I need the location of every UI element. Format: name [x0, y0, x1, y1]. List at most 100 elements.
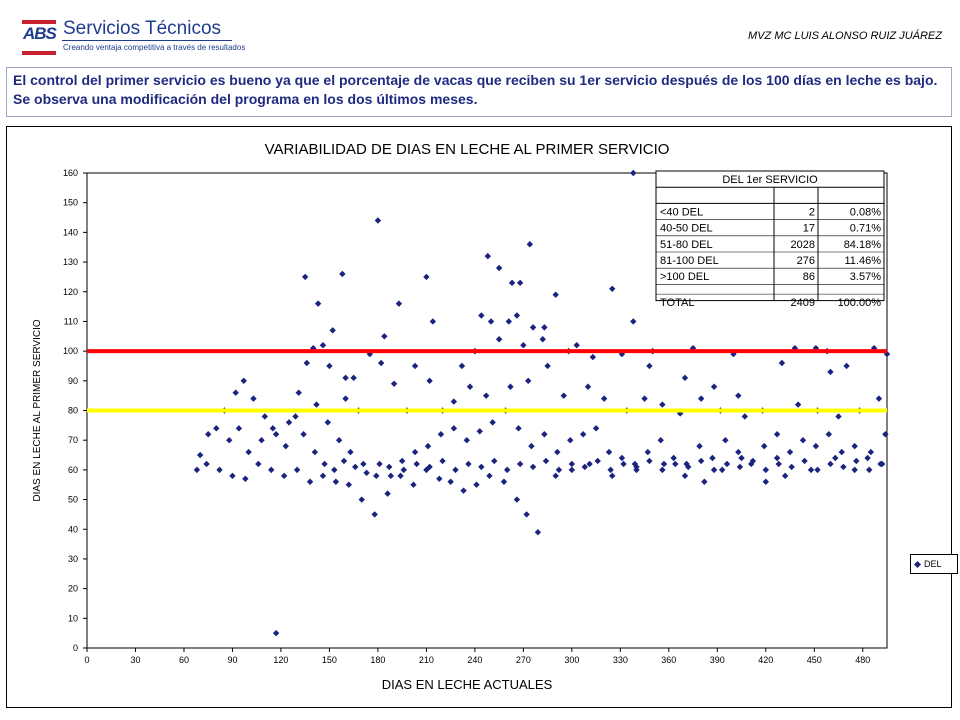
table-row-label: 81-100 DEL — [660, 255, 719, 267]
y-tick-label: 110 — [64, 316, 78, 326]
y-tick-label: 100 — [63, 346, 78, 356]
data-point — [306, 478, 314, 485]
data-point — [709, 454, 716, 462]
data-point — [423, 273, 430, 281]
data-point — [882, 431, 889, 438]
data-point — [450, 425, 458, 432]
data-point — [592, 425, 600, 432]
data-point — [697, 395, 705, 402]
data-point — [875, 395, 883, 402]
data-point — [373, 472, 380, 480]
data-point — [398, 457, 406, 465]
data-point — [773, 431, 781, 438]
table-row-count: 86 — [803, 271, 815, 283]
data-point — [269, 425, 277, 432]
data-point — [710, 383, 718, 390]
data-point — [760, 442, 768, 450]
abs-logo-text: ABS — [23, 24, 57, 43]
table-row-count: 2409 — [791, 297, 815, 309]
data-point — [272, 629, 280, 637]
y-tick-label: 160 — [63, 168, 78, 178]
data-point — [609, 285, 616, 292]
data-point — [878, 460, 886, 468]
logo-slogan: Creando ventaja competitiva a través de … — [63, 43, 246, 52]
data-point — [812, 344, 820, 352]
data-point — [319, 341, 327, 349]
logo-rule — [62, 40, 232, 41]
data-point — [594, 457, 601, 465]
data-point — [504, 466, 511, 474]
data-point — [541, 431, 548, 438]
x-tick-label: 0 — [84, 655, 89, 665]
legend-marker-icon — [913, 560, 922, 568]
data-point — [436, 475, 443, 482]
data-point — [681, 472, 689, 480]
data-point — [395, 300, 403, 307]
table-row-label: >100 DEL — [660, 271, 709, 283]
x-tick-label: 240 — [467, 655, 482, 665]
data-point — [268, 466, 275, 474]
table-title: DEL 1er SERVICIO — [722, 174, 818, 186]
data-point — [539, 336, 546, 343]
data-point — [342, 374, 349, 382]
data-point — [581, 463, 588, 471]
data-point — [339, 270, 346, 278]
data-point — [660, 460, 668, 468]
data-point — [303, 359, 310, 367]
data-point — [730, 350, 737, 358]
data-point — [544, 362, 551, 370]
data-point — [491, 457, 498, 465]
data-point — [762, 466, 769, 474]
x-tick-label: 480 — [855, 655, 870, 665]
data-point — [659, 401, 666, 408]
data-point — [476, 428, 483, 435]
data-point — [240, 377, 247, 385]
data-point — [584, 383, 592, 390]
data-point — [685, 463, 692, 471]
data-point — [736, 463, 744, 471]
data-point — [371, 511, 378, 518]
data-point — [458, 362, 466, 370]
data-point — [723, 460, 731, 468]
data-point — [646, 362, 653, 370]
data-point — [718, 466, 726, 474]
table-row-count: 276 — [797, 255, 815, 267]
x-tick-label: 420 — [758, 655, 773, 665]
data-point — [205, 431, 212, 438]
data-point — [345, 481, 353, 488]
data-point — [781, 472, 789, 480]
data-point — [235, 425, 243, 432]
data-point — [786, 448, 794, 456]
data-point — [659, 466, 666, 474]
data-point — [332, 478, 340, 485]
data-point — [319, 472, 327, 480]
data-point — [835, 413, 842, 420]
data-point — [832, 454, 839, 462]
data-point — [203, 460, 210, 468]
data-point — [326, 362, 333, 370]
y-tick-label: 10 — [68, 613, 78, 623]
data-point — [525, 377, 532, 385]
data-point — [589, 353, 597, 361]
data-point — [300, 431, 307, 438]
data-point — [554, 448, 561, 456]
data-point — [335, 436, 343, 444]
data-point — [630, 318, 637, 325]
data-point — [701, 478, 708, 485]
table-row-label: <40 DEL — [660, 206, 703, 218]
data-point — [324, 419, 332, 426]
data-point — [329, 327, 336, 334]
data-point — [293, 466, 301, 474]
x-axis-label: DIAS EN LECHE ACTUALES — [382, 677, 553, 692]
table-row-label: 51-80 DEL — [660, 239, 713, 251]
data-point — [722, 436, 729, 444]
data-point — [495, 264, 503, 272]
table-row-count: 2028 — [791, 239, 815, 251]
table-row-pct: 0.08% — [850, 206, 881, 218]
data-point — [529, 324, 537, 331]
data-point — [377, 359, 385, 367]
data-point — [411, 448, 419, 456]
data-point — [280, 472, 288, 480]
data-point — [437, 431, 445, 438]
data-point — [618, 350, 626, 358]
